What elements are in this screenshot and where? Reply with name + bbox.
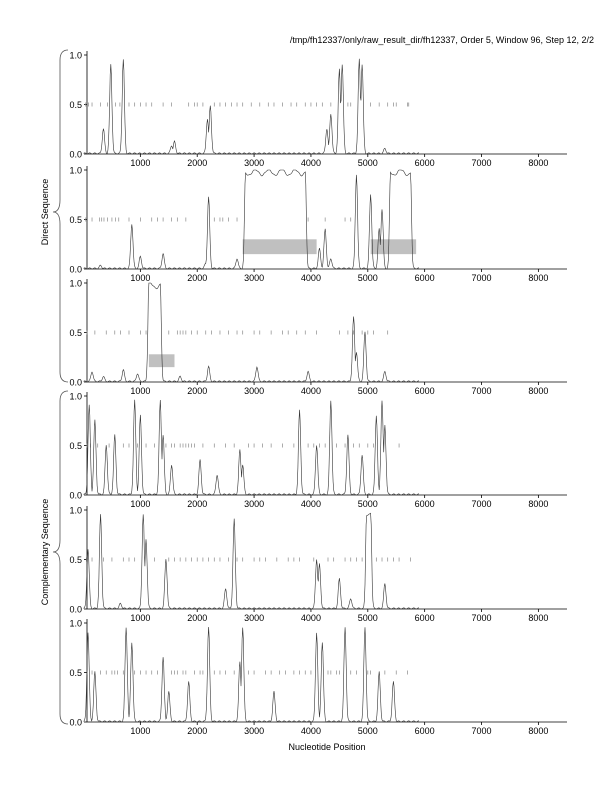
- x-tick-label: 4000: [301, 273, 321, 283]
- x-tick-label: 6000: [415, 613, 435, 623]
- coding-region: [148, 354, 175, 368]
- y-tick-label: 0.5: [69, 668, 82, 678]
- x-tick-label: 3000: [244, 158, 264, 168]
- x-tick-label: 6000: [415, 386, 435, 396]
- y-tick-label: 1.0: [69, 51, 82, 61]
- x-tick-label: 1000: [130, 726, 150, 736]
- y-tick-label: 0.0: [69, 718, 82, 728]
- coding-potential-line: [83, 282, 420, 383]
- y-tick-label: 0.0: [69, 605, 82, 615]
- x-tick-label: 7000: [472, 386, 492, 396]
- coding-region: [370, 239, 417, 255]
- x-tick-label: 3000: [244, 499, 264, 509]
- coding-region: [242, 239, 317, 255]
- x-tick-label: 8000: [528, 499, 548, 509]
- x-tick-label: 2000: [187, 726, 207, 736]
- group-label-complementary: Complementary Sequence: [40, 499, 50, 606]
- x-tick-label: 7000: [472, 158, 492, 168]
- y-tick-label: 0.5: [69, 215, 82, 225]
- x-tick-label: 7000: [472, 613, 492, 623]
- panel-5: 0.0 0.5 1.0 1000 2000 3000 4000 5000 6000 7000 800…: [69, 506, 567, 623]
- x-tick-label: 5000: [358, 386, 378, 396]
- y-tick-label: 0.5: [69, 441, 82, 451]
- x-tick-label: 2000: [187, 158, 207, 168]
- panel-1: 0.0 0.5 1.0 1000 2000 3000 4000 5000 6000 7000 800…: [69, 51, 567, 168]
- x-tick-label: 6000: [415, 273, 435, 283]
- panel-6: 0.0 0.5 1.0 1000 2000 3000 4000 5000 6000 7000 800…: [69, 619, 567, 736]
- x-tick-label: 2000: [187, 386, 207, 396]
- x-tick-label: 2000: [187, 613, 207, 623]
- x-tick-label: 8000: [528, 158, 548, 168]
- x-tick-label: 5000: [358, 726, 378, 736]
- x-tick-label: 8000: [528, 386, 548, 396]
- y-tick-label: 0.5: [69, 328, 82, 338]
- x-tick-label: 1000: [130, 273, 150, 283]
- x-tick-label: 1000: [130, 386, 150, 396]
- y-tick-label: 0.0: [69, 491, 82, 501]
- x-tick-label: 3000: [244, 273, 264, 283]
- x-tick-label: 2000: [187, 499, 207, 509]
- y-tick-label: 0.5: [69, 555, 82, 565]
- y-tick-label: 1.0: [69, 619, 82, 629]
- x-tick-label: 4000: [301, 499, 321, 509]
- x-tick-label: 5000: [358, 273, 378, 283]
- x-tick-label: 1000: [130, 158, 150, 168]
- panel-3: 0.0 0.5 1.0 1000 2000 3000 4000 5000 6000 7000 800…: [69, 279, 567, 396]
- x-tick-label: 4000: [301, 158, 321, 168]
- y-tick-label: 1.0: [69, 392, 82, 402]
- coding-potential-line: [83, 169, 420, 270]
- x-tick-label: 7000: [472, 499, 492, 509]
- y-tick-label: 0.0: [69, 378, 82, 388]
- x-tick-label: 4000: [301, 386, 321, 396]
- y-tick-label: 0.0: [69, 265, 82, 275]
- x-tick-label: 3000: [244, 726, 264, 736]
- x-axis-label: Nucleotide Position: [288, 742, 365, 752]
- x-tick-label: 6000: [415, 726, 435, 736]
- x-tick-label: 8000: [528, 613, 548, 623]
- brace-direct: [52, 49, 69, 383]
- x-tick-label: 2000: [187, 273, 207, 283]
- x-tick-label: 7000: [472, 273, 492, 283]
- brace-complementary: [52, 390, 69, 725]
- y-tick-label: 0.0: [69, 150, 82, 160]
- x-tick-label: 1000: [130, 499, 150, 509]
- x-tick-label: 5000: [358, 613, 378, 623]
- y-tick-label: 1.0: [69, 279, 82, 289]
- x-tick-label: 8000: [528, 273, 548, 283]
- x-tick-label: 4000: [301, 726, 321, 736]
- y-tick-label: 0.5: [69, 100, 82, 110]
- panel-4: 0.0 0.5 1.0 1000 2000 3000 4000 5000 6000 7000 800…: [69, 392, 567, 509]
- coding-potential-line: [83, 512, 420, 610]
- x-tick-label: 4000: [301, 613, 321, 623]
- chart-title: /tmp/fh12337/only/raw_result_dir/fh12337…: [290, 35, 594, 45]
- x-tick-label: 8000: [528, 726, 548, 736]
- x-tick-label: 5000: [358, 158, 378, 168]
- group-label-direct: Direct Sequence: [40, 179, 50, 246]
- x-tick-label: 3000: [244, 613, 264, 623]
- y-tick-label: 1.0: [69, 166, 82, 176]
- x-tick-label: 6000: [415, 499, 435, 509]
- x-tick-label: 6000: [415, 158, 435, 168]
- x-tick-label: 5000: [358, 499, 378, 509]
- y-tick-label: 1.0: [69, 506, 82, 516]
- x-tick-label: 3000: [244, 386, 264, 396]
- panel-2: 0.0 0.5 1.0 1000 2000 3000 4000 5000 6000 7000 800…: [69, 166, 567, 283]
- coding-potential-line: [83, 58, 420, 155]
- x-tick-label: 7000: [472, 726, 492, 736]
- x-tick-label: 1000: [130, 613, 150, 623]
- coding-potential-line: [83, 626, 420, 723]
- panels: 0.0 0.5 1.0 1000 2000 3000 4000 5000 6000 7000 800…: [69, 51, 567, 736]
- coding-potential-line: [83, 399, 420, 496]
